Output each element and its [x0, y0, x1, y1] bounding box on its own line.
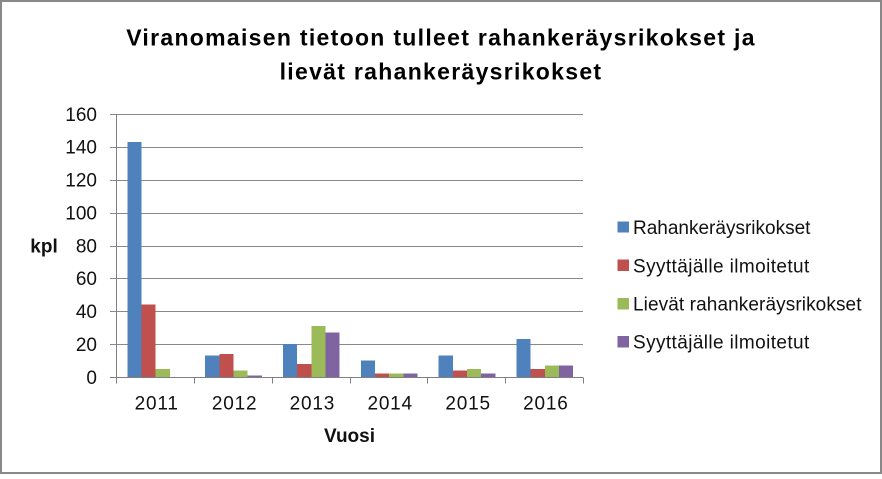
svg-text:80: 80 [76, 236, 97, 257]
svg-text:2014: 2014 [367, 394, 412, 415]
svg-text:Viranomaisen tietoon tulleet r: Viranomaisen tietoon tulleet rahankeräys… [126, 25, 756, 51]
svg-text:2015: 2015 [445, 394, 490, 415]
svg-text:Syyttäjälle ilmoitetut: Syyttäjälle ilmoitetut [633, 256, 810, 277]
svg-text:60: 60 [76, 269, 97, 290]
svg-text:Vuosi: Vuosi [324, 426, 375, 447]
svg-text:0: 0 [86, 368, 97, 389]
svg-text:kpl: kpl [30, 237, 57, 258]
svg-text:140: 140 [65, 138, 97, 159]
svg-text:Syyttäjälle ilmoitetut: Syyttäjälle ilmoitetut [633, 333, 810, 354]
svg-text:Rahankeräysrikokset: Rahankeräysrikokset [633, 218, 811, 239]
svg-text:2016: 2016 [523, 394, 568, 415]
svg-text:20: 20 [76, 335, 97, 356]
svg-text:lievät rahankeräysrikokset: lievät rahankeräysrikokset [280, 59, 603, 85]
svg-text:2013: 2013 [290, 394, 335, 415]
svg-text:Lievät rahankeräysrikokset: Lievät rahankeräysrikokset [633, 295, 862, 316]
svg-text:2011: 2011 [135, 394, 179, 415]
svg-text:100: 100 [65, 203, 97, 224]
svg-text:2012: 2012 [212, 394, 257, 415]
svg-text:120: 120 [65, 171, 97, 192]
svg-text:40: 40 [76, 302, 97, 323]
svg-text:160: 160 [65, 105, 97, 126]
